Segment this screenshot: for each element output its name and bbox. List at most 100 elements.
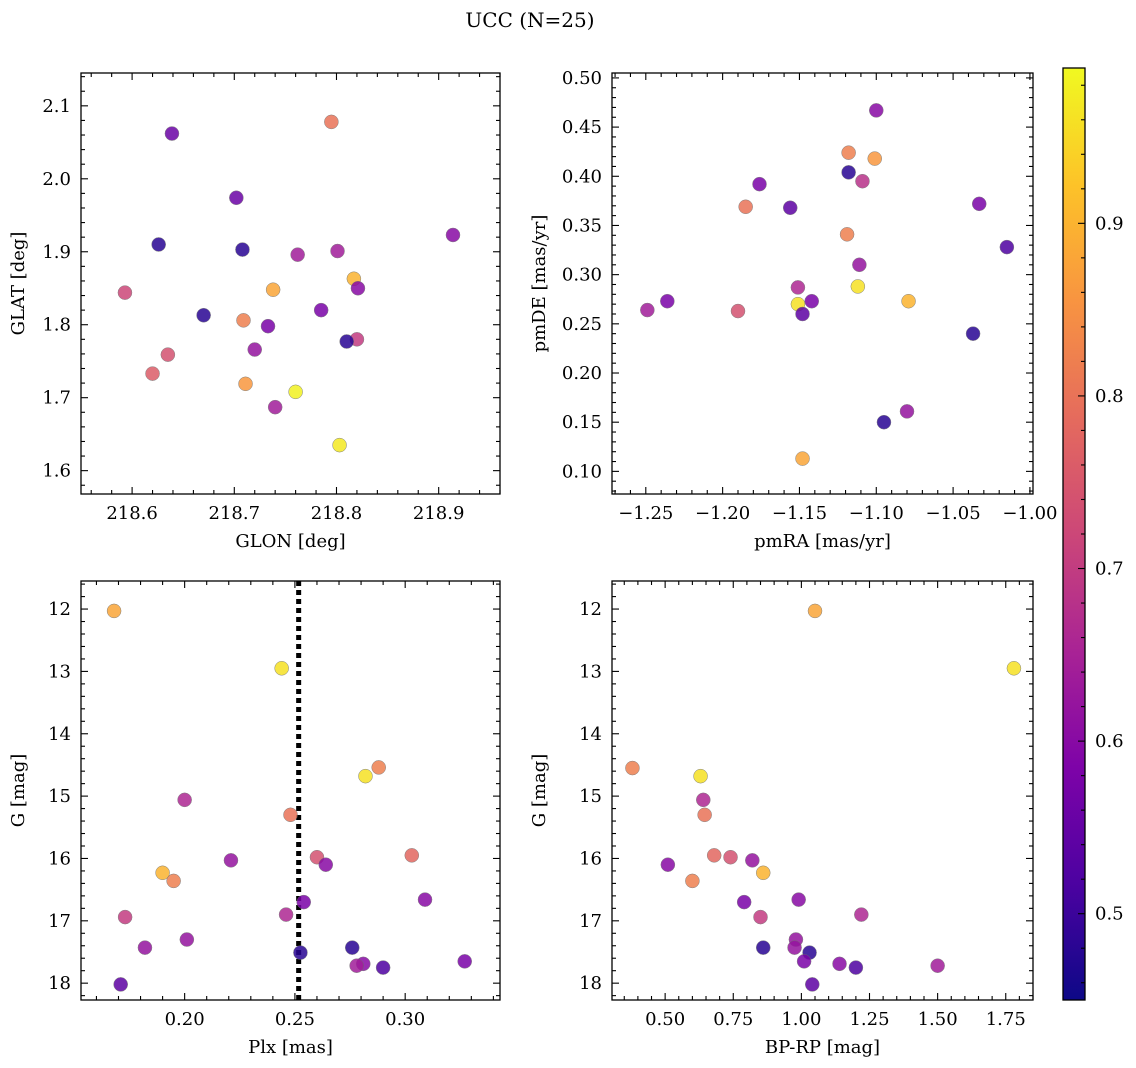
y-tick-label: 17 xyxy=(48,911,71,932)
y-tick-label: 14 xyxy=(579,724,602,745)
scatter-point xyxy=(854,907,869,922)
scatter-point xyxy=(790,280,806,295)
x-tick-label: 1.50 xyxy=(918,1009,958,1030)
scatter-point xyxy=(236,313,251,328)
y-tick-label: 0.10 xyxy=(562,461,602,482)
scatter-point xyxy=(288,384,303,400)
x-tick-label: 0.25 xyxy=(275,1009,315,1030)
panel-pmra-pmde: −1.25 −1.20 −1.15 −1.10 −1.05 −1.00 0.10 0.15 0.… xyxy=(529,68,1058,552)
y-tick-label: 0.15 xyxy=(562,412,602,433)
scatter-point xyxy=(841,145,856,160)
x-tick-label: −1.15 xyxy=(772,503,827,524)
y-tick-label: 0.35 xyxy=(562,215,602,236)
x-tick-label: −1.05 xyxy=(926,503,981,524)
y-tick-label: 18 xyxy=(48,973,71,994)
panel-glon-glat: 218.6 218.7 218.8 218.9 1.6 1.7 1.8 1.9 2.0 2.1 GL… xyxy=(8,72,501,552)
scatter-point xyxy=(260,318,276,334)
y-tick-label: 13 xyxy=(579,661,602,682)
x-tick-label: −1.00 xyxy=(1002,503,1057,524)
scatter-point xyxy=(318,857,334,872)
scatter-point xyxy=(791,892,806,907)
scatter-point xyxy=(324,114,339,130)
scatter-point xyxy=(697,807,712,823)
scatter-point xyxy=(404,848,420,863)
scatter-point xyxy=(313,302,329,318)
axes-frame xyxy=(80,72,501,495)
scatter-point xyxy=(330,243,345,259)
scatter-point xyxy=(278,907,294,922)
scatter-point xyxy=(445,227,461,243)
scatter-point xyxy=(296,894,311,910)
scatter-point xyxy=(235,242,250,257)
y-tick-label: 17 xyxy=(579,911,602,932)
scatter-point xyxy=(106,603,122,619)
colorbar-tick-label: 0.8 xyxy=(1095,386,1124,407)
scatter-point xyxy=(730,303,746,319)
scatter-point xyxy=(247,342,262,357)
scatter-point xyxy=(339,334,354,349)
scatter-point xyxy=(787,940,802,955)
scatter-point xyxy=(145,366,160,381)
scatter-point xyxy=(274,661,289,676)
panel-bprp-g: 0.50 0.75 1.00 1.25 1.50 1.75 12 13 14 15 16 17 18 BP… xyxy=(529,580,1034,1058)
scatter-point xyxy=(177,792,192,808)
scatter-point xyxy=(293,945,308,960)
x-tick-label: 218.7 xyxy=(209,503,261,524)
scatter-point xyxy=(795,451,810,466)
scatter-point xyxy=(1006,661,1022,676)
x-tick-label: 218.6 xyxy=(106,503,158,524)
scatter-point xyxy=(229,190,244,206)
panel-plx-g: 0.20 0.25 0.30 12 13 14 15 16 17 18 Plx [mas] G [ma… xyxy=(8,580,501,1058)
scatter-point xyxy=(852,257,867,273)
scatter-point xyxy=(839,227,855,242)
scatter-point xyxy=(796,954,812,969)
scatter-point xyxy=(965,326,981,341)
scatter-point xyxy=(999,239,1015,255)
x-tick-label: 1.00 xyxy=(781,1009,821,1030)
scatter-point xyxy=(804,293,819,309)
y-tick-label: 0.45 xyxy=(562,117,602,138)
scatter-point xyxy=(736,894,752,910)
y-tick-label: 13 xyxy=(48,661,71,682)
scatter-point xyxy=(164,126,180,141)
y-tick-label: 0.20 xyxy=(562,363,602,384)
scatter-point xyxy=(723,849,738,865)
colorbar-tick-label: 0.6 xyxy=(1095,731,1124,752)
scatter-point xyxy=(160,347,176,362)
colorbar: 0.5 0.6 0.7 0.8 0.9 xyxy=(1062,67,1124,1001)
y-tick-label: 1.9 xyxy=(42,242,71,263)
scatter-point xyxy=(117,285,133,300)
scatter-point xyxy=(660,293,675,309)
scatter-point xyxy=(706,848,722,863)
colorbar-tick-label: 0.5 xyxy=(1095,904,1124,925)
x-tick-label: 0.75 xyxy=(713,1009,753,1030)
x-axis-label: pmRA [mas/yr] xyxy=(754,531,891,552)
axes-frame xyxy=(611,72,1034,495)
scatter-point xyxy=(196,307,211,323)
scatter-point xyxy=(350,280,366,296)
scatter-point xyxy=(344,940,360,955)
y-tick-label: 0.25 xyxy=(562,314,602,335)
scatter-point xyxy=(265,282,281,297)
x-axis-label: Plx [mas] xyxy=(248,1037,333,1058)
y-tick-label: 16 xyxy=(579,848,602,869)
scatter-point xyxy=(371,760,386,775)
scatter-point xyxy=(782,200,798,216)
scatter-point xyxy=(155,865,170,881)
figure-title: UCC (N=25) xyxy=(465,8,594,32)
scatter-point xyxy=(290,247,305,262)
y-axis-label: G [mag] xyxy=(529,754,550,827)
scatter-point xyxy=(166,873,181,889)
y-tick-label: 2.0 xyxy=(42,169,71,190)
scatter-point xyxy=(755,940,771,955)
scatter-point xyxy=(640,302,655,318)
scatter-point xyxy=(660,857,676,872)
scatter-point xyxy=(848,960,864,975)
scatter-point xyxy=(899,404,915,419)
x-tick-label: 218.8 xyxy=(311,503,363,524)
scatter-point xyxy=(807,603,823,619)
scatter-point xyxy=(738,199,753,215)
y-tick-label: 15 xyxy=(48,786,71,807)
scatter-point xyxy=(332,437,347,453)
